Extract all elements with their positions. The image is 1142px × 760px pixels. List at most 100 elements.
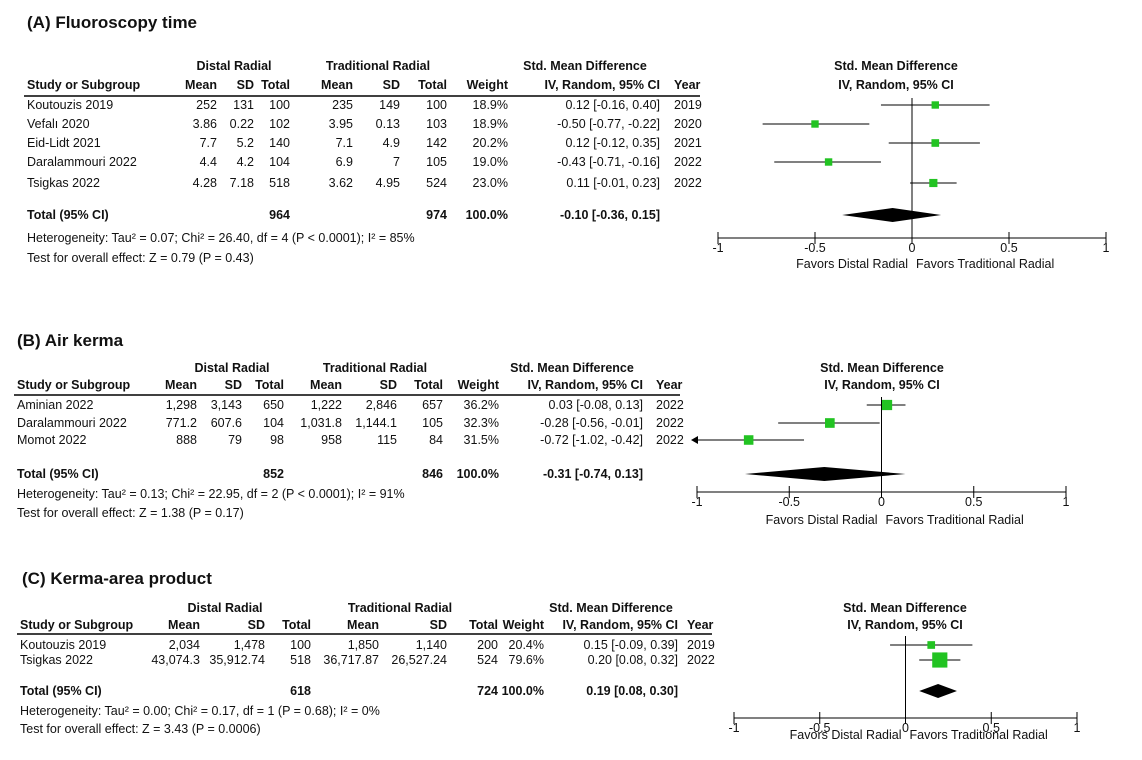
cell-study: Vefalı 2020 — [27, 117, 90, 131]
x-tick-label: 0 — [878, 495, 885, 509]
cell-study: Eid-Lidt 2021 — [27, 136, 101, 150]
cell-m1: 43,074.3 — [151, 653, 200, 667]
cell-year: 2019 — [687, 638, 715, 652]
x-tick-label: 0 — [909, 241, 916, 255]
cell-m1: 3.86 — [193, 117, 217, 131]
cell-study: Koutouzis 2019 — [20, 638, 106, 652]
cell-ci_text: -0.28 [-0.56, -0.01] — [540, 416, 643, 430]
x-tick-label: 0.5 — [965, 495, 982, 509]
cell-n2: 657 — [422, 398, 443, 412]
cell-m2: 1,222 — [311, 398, 342, 412]
group-header-traditional: Traditional Radial — [348, 601, 452, 615]
column-header: Weight — [458, 378, 500, 392]
column-header: IV, Random, 95% CI — [562, 618, 678, 632]
x-tick-label: 0 — [902, 721, 909, 735]
cell-ci_text: 0.15 [-0.09, 0.39] — [583, 638, 678, 652]
column-header: Total — [414, 378, 443, 392]
study-marker — [931, 139, 940, 147]
column-header: Total — [255, 378, 284, 392]
cell-weight: 18.9% — [473, 98, 508, 112]
cell-sd1: 3,143 — [211, 398, 242, 412]
column-header: Weight — [503, 618, 545, 632]
column-header: Year — [687, 618, 714, 632]
cell-sd1: 4.2 — [237, 155, 254, 169]
column-header: Study or Subgroup — [20, 618, 134, 632]
column-header: Mean — [168, 618, 200, 632]
total-ci: -0.31 [-0.74, 0.13] — [543, 467, 643, 481]
column-header: Total — [261, 78, 290, 92]
cell-m2: 36,717.87 — [323, 653, 379, 667]
overall-effect-text: Test for overall effect: Z = 0.79 (P = 0… — [27, 251, 254, 265]
cell-study: Aminian 2022 — [17, 398, 93, 412]
cell-ci_text: 0.20 [0.08, 0.32] — [588, 653, 678, 667]
x-tick-label: 1 — [1063, 495, 1070, 509]
cell-ci_text: 0.11 [-0.01, 0.23] — [566, 176, 660, 190]
column-header: SD — [225, 378, 242, 392]
cell-sd1: 131 — [233, 98, 254, 112]
cell-year: 2022 — [656, 398, 684, 412]
cell-m2: 1,031.8 — [300, 416, 342, 430]
plot-header-method: IV, Random, 95% CI — [838, 78, 954, 92]
favors-right-label: Favors Traditional Radial — [916, 257, 1054, 271]
cell-n1: 104 — [269, 155, 290, 169]
cell-n2: 142 — [426, 136, 447, 150]
overall-effect-text: Test for overall effect: Z = 3.43 (P = 0… — [20, 722, 261, 736]
group-header-distal: Distal Radial — [194, 361, 269, 375]
cell-m2: 3.62 — [329, 176, 353, 190]
x-tick-label: -1 — [728, 721, 739, 735]
total-weight: 100.0% — [466, 208, 508, 222]
cell-m2: 6.9 — [336, 155, 353, 169]
column-header: SD — [237, 78, 254, 92]
column-header: Weight — [467, 78, 509, 92]
x-tick-label: 0.5 — [983, 721, 1000, 735]
x-tick-label: 0.5 — [1000, 241, 1017, 255]
cell-m1: 252 — [196, 98, 217, 112]
study-marker — [927, 641, 936, 649]
column-header: SD — [380, 378, 397, 392]
cell-sd2: 149 — [379, 98, 400, 112]
panel-title: (A) Fluoroscopy time — [27, 13, 197, 32]
cell-m2: 958 — [321, 433, 342, 447]
group-header-traditional: Traditional Radial — [323, 361, 427, 375]
total-label: Total (95% CI) — [20, 684, 102, 698]
cell-weight: 18.9% — [473, 117, 508, 131]
favors-left-label: Favors Distal Radial — [790, 728, 902, 742]
cell-weight: 20.4% — [509, 638, 544, 652]
column-header: SD — [430, 618, 447, 632]
x-tick-label: -0.5 — [809, 721, 831, 735]
study-marker — [811, 120, 819, 128]
total-n-traditional: 974 — [426, 208, 447, 222]
total-label: Total (95% CI) — [27, 208, 109, 222]
cell-n1: 102 — [269, 117, 290, 131]
cell-ci_text: -0.72 [-1.02, -0.42] — [540, 433, 643, 447]
total-n-distal: 852 — [263, 467, 284, 481]
column-header: IV, Random, 95% CI — [544, 78, 660, 92]
pooled-diamond — [744, 467, 906, 481]
pooled-diamond — [919, 684, 957, 698]
column-header: Mean — [321, 78, 353, 92]
cell-n2: 84 — [429, 433, 443, 447]
cell-weight: 31.5% — [464, 433, 499, 447]
pooled-diamond — [842, 208, 942, 222]
cell-m1: 771.2 — [166, 416, 197, 430]
panel-title: (B) Air kerma — [17, 331, 124, 350]
cell-ci_text: -0.50 [-0.77, -0.22] — [557, 117, 660, 131]
cell-sd1: 79 — [228, 433, 242, 447]
total-ci: 0.19 [0.08, 0.30] — [586, 684, 678, 698]
cell-sd1: 7.18 — [230, 176, 254, 190]
column-header: Total — [282, 618, 311, 632]
cell-weight: 79.6% — [509, 653, 544, 667]
cell-sd1: 35,912.74 — [209, 653, 265, 667]
cell-n1: 650 — [263, 398, 284, 412]
group-header-distal: Distal Radial — [187, 601, 262, 615]
x-tick-label: -1 — [691, 495, 702, 509]
cell-sd2: 4.95 — [376, 176, 400, 190]
column-header: Mean — [310, 378, 342, 392]
cell-m2: 235 — [332, 98, 353, 112]
cell-n2: 524 — [426, 176, 447, 190]
cell-m2: 7.1 — [336, 136, 353, 150]
cell-m1: 1,298 — [166, 398, 197, 412]
overall-effect-text: Test for overall effect: Z = 1.38 (P = 0… — [17, 506, 244, 520]
total-label: Total (95% CI) — [17, 467, 99, 481]
